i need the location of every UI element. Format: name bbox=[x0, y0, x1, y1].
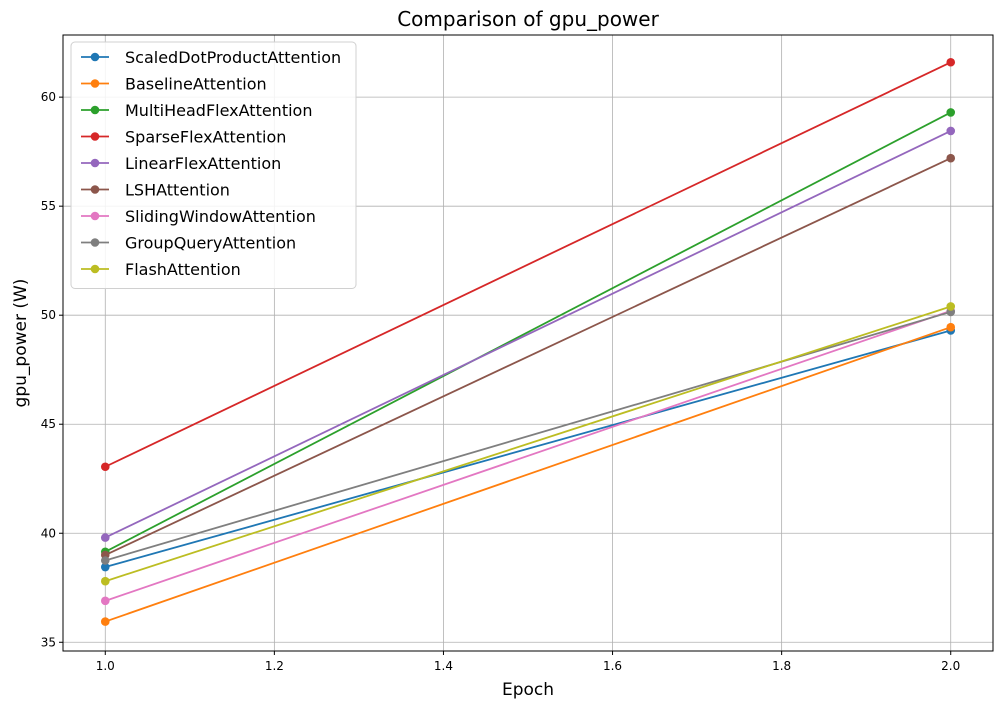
legend-box bbox=[70, 41, 357, 289]
legend-marker bbox=[90, 158, 100, 168]
legend-item: FlashAttention bbox=[81, 260, 241, 279]
x-tick-label: 1.0 bbox=[96, 659, 115, 673]
series-FlashAttention bbox=[100, 302, 956, 586]
series-SparseFlexAttention bbox=[100, 57, 956, 472]
series-line bbox=[105, 311, 951, 562]
legend-item: BaselineAttention bbox=[81, 75, 267, 94]
y-tick-label: 55 bbox=[41, 199, 56, 213]
data-point bbox=[100, 562, 110, 572]
legend-label: LSHAttention bbox=[125, 181, 230, 200]
data-point bbox=[946, 108, 956, 117]
legend-label: ScaledDotProductAttention bbox=[125, 48, 341, 67]
data-point bbox=[946, 322, 956, 332]
legend-marker bbox=[90, 79, 100, 88]
legend-marker bbox=[90, 132, 100, 141]
legend-item: MultiHeadFlexAttention bbox=[81, 101, 312, 120]
grid bbox=[63, 35, 993, 651]
legend-marker bbox=[90, 52, 100, 62]
data-point bbox=[100, 462, 110, 472]
data-point bbox=[100, 533, 110, 542]
y-tick-label: 40 bbox=[41, 526, 56, 540]
legend-marker bbox=[90, 105, 100, 115]
series-line bbox=[104, 130, 952, 539]
series-line bbox=[104, 157, 952, 556]
chart-title: Comparison of gpu_power bbox=[397, 7, 659, 31]
data-point bbox=[946, 302, 956, 311]
y-tick-label: 35 bbox=[41, 635, 56, 649]
x-tick-label: 1.4 bbox=[434, 659, 453, 673]
series-BaselineAttention bbox=[100, 322, 956, 626]
x-tick-label: 1.2 bbox=[265, 659, 284, 673]
axes-frame bbox=[62, 34, 994, 652]
data-point bbox=[946, 57, 956, 67]
legend-item: SlidingWindowAttention bbox=[81, 207, 316, 226]
series-line bbox=[104, 111, 952, 553]
legend-marker bbox=[90, 264, 100, 274]
legend-marker bbox=[90, 238, 100, 247]
legend-label: LinearFlexAttention bbox=[125, 154, 281, 173]
legend-marker bbox=[90, 211, 100, 221]
ticks: 1.0 1.2 1.4 1.6 1.8 2.0 35 40 45 50 55 60 bbox=[41, 90, 961, 673]
series-line bbox=[105, 329, 951, 568]
series-line bbox=[104, 309, 952, 602]
x-tick-label: 1.6 bbox=[603, 659, 622, 673]
legend-label: BaselineAttention bbox=[125, 75, 267, 94]
legend-item: LinearFlexAttention bbox=[81, 154, 281, 173]
legend-label: SparseFlexAttention bbox=[125, 128, 286, 147]
data-point bbox=[100, 617, 110, 626]
legend-label: MultiHeadFlexAttention bbox=[125, 101, 312, 120]
legend-marker bbox=[90, 185, 100, 194]
x-tick-label: 1.8 bbox=[772, 659, 791, 673]
series-LinearFlexAttention bbox=[100, 126, 956, 542]
series-line bbox=[104, 326, 952, 623]
series-line bbox=[104, 305, 952, 583]
data-point bbox=[100, 556, 110, 565]
data-point bbox=[100, 576, 110, 586]
y-axis-title: gpu_power (W) bbox=[11, 279, 31, 408]
legend-label: SlidingWindowAttention bbox=[125, 207, 316, 226]
data-point bbox=[946, 153, 956, 163]
data-point bbox=[946, 126, 956, 136]
y-tick-label: 50 bbox=[41, 308, 56, 322]
data-point bbox=[100, 596, 110, 606]
legend: ScaledDotProductAttention BaselineAttenti… bbox=[70, 41, 357, 289]
series-GroupQueryAttention bbox=[100, 307, 956, 565]
legend-label: GroupQueryAttention bbox=[125, 234, 296, 253]
legend-item: ScaledDotProductAttention bbox=[81, 48, 341, 67]
legend-item: LSHAttention bbox=[81, 181, 230, 200]
legend-item: SparseFlexAttention bbox=[81, 128, 286, 147]
x-tick-label: 2.0 bbox=[941, 659, 960, 673]
series-layer bbox=[100, 57, 956, 626]
y-tick-label: 60 bbox=[41, 90, 56, 104]
series-line bbox=[104, 61, 952, 468]
legend-item: GroupQueryAttention bbox=[81, 234, 296, 253]
y-tick-label: 45 bbox=[41, 417, 56, 431]
legend-label: FlashAttention bbox=[125, 260, 241, 279]
x-axis-title: Epoch bbox=[502, 680, 554, 700]
